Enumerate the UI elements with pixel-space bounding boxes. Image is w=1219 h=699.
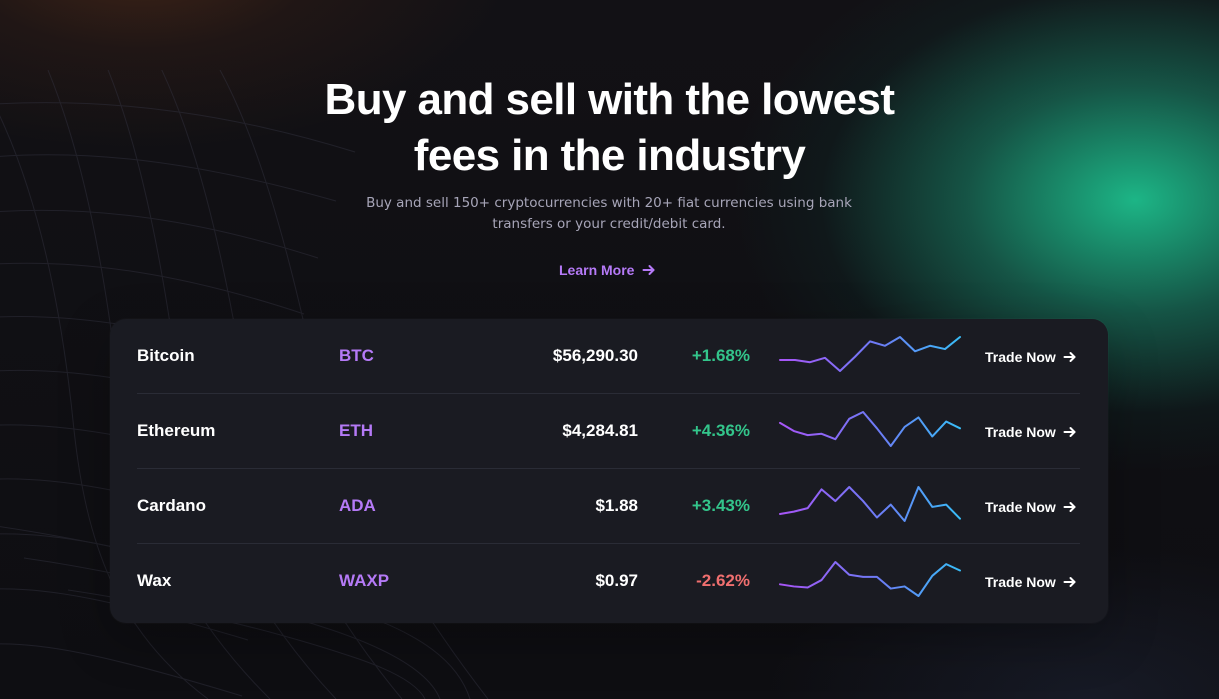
- crypto-price-table: Bitcoin BTC $56,290.30 +1.68% Trade Now …: [110, 319, 1108, 623]
- coin-symbol: WAXP: [339, 571, 390, 590]
- table-row: Bitcoin BTC $56,290.30 +1.68% Trade Now: [137, 319, 1080, 394]
- price-sparkline: [779, 561, 961, 597]
- price-change: +3.43%: [691, 496, 750, 515]
- sparkline-series: [779, 336, 961, 372]
- coin-name: Ethereum: [137, 421, 216, 440]
- price-change: +1.68%: [691, 346, 750, 365]
- title-line-1: Buy and sell with the lowest: [324, 75, 896, 124]
- sparkline-series: [779, 561, 961, 597]
- coin-symbol: ADA: [339, 496, 376, 515]
- title-line-2: fees in the industry: [413, 131, 806, 180]
- arrow-right-icon: [1063, 425, 1077, 439]
- sparkline-series: [779, 411, 961, 447]
- coin-name: Bitcoin: [137, 346, 195, 365]
- learn-more-link[interactable]: Learn More: [559, 260, 656, 280]
- arrow-right-icon: [642, 263, 656, 277]
- coin-symbol: BTC: [339, 346, 374, 365]
- trade-now-button[interactable]: Trade Now: [985, 497, 1077, 517]
- trade-now-label: Trade Now: [985, 499, 1056, 515]
- hero-subtitle: Buy and sell 150+ cryptocurrencies with …: [350, 193, 868, 235]
- coin-price: $0.97: [595, 571, 638, 590]
- coin-name: Wax: [137, 571, 172, 590]
- arrow-right-icon: [1063, 500, 1077, 514]
- arrow-right-icon: [1063, 350, 1077, 364]
- trade-now-label: Trade Now: [985, 424, 1056, 440]
- page-title: Buy and sell with the lowest fees in the…: [0, 72, 1219, 184]
- sparkline-series: [779, 486, 961, 522]
- table-row: Ethereum ETH $4,284.81 +4.36% Trade Now: [137, 394, 1080, 469]
- price-change: +4.36%: [691, 421, 750, 440]
- coin-price: $1.88: [595, 496, 638, 515]
- trade-now-button[interactable]: Trade Now: [985, 347, 1077, 367]
- trade-now-button[interactable]: Trade Now: [985, 572, 1077, 592]
- trade-now-label: Trade Now: [985, 574, 1056, 590]
- coin-price: $4,284.81: [562, 421, 638, 440]
- learn-more-label: Learn More: [559, 262, 635, 278]
- table-row: Cardano ADA $1.88 +3.43% Trade Now: [137, 469, 1080, 544]
- subtitle-line-2: transfers or your credit/debit card.: [492, 216, 726, 232]
- arrow-right-icon: [1063, 575, 1077, 589]
- table-row: Wax WAXP $0.97 -2.62% Trade Now: [137, 544, 1080, 618]
- coin-symbol: ETH: [339, 421, 373, 440]
- price-sparkline: [779, 486, 961, 522]
- trade-now-label: Trade Now: [985, 349, 1056, 365]
- coin-price: $56,290.30: [552, 346, 638, 365]
- price-sparkline: [779, 336, 961, 372]
- subtitle-line-1: Buy and sell 150+ cryptocurrencies with …: [366, 195, 852, 211]
- price-change: -2.62%: [696, 571, 750, 590]
- coin-name: Cardano: [137, 496, 206, 515]
- trade-now-button[interactable]: Trade Now: [985, 422, 1077, 442]
- price-sparkline: [779, 411, 961, 447]
